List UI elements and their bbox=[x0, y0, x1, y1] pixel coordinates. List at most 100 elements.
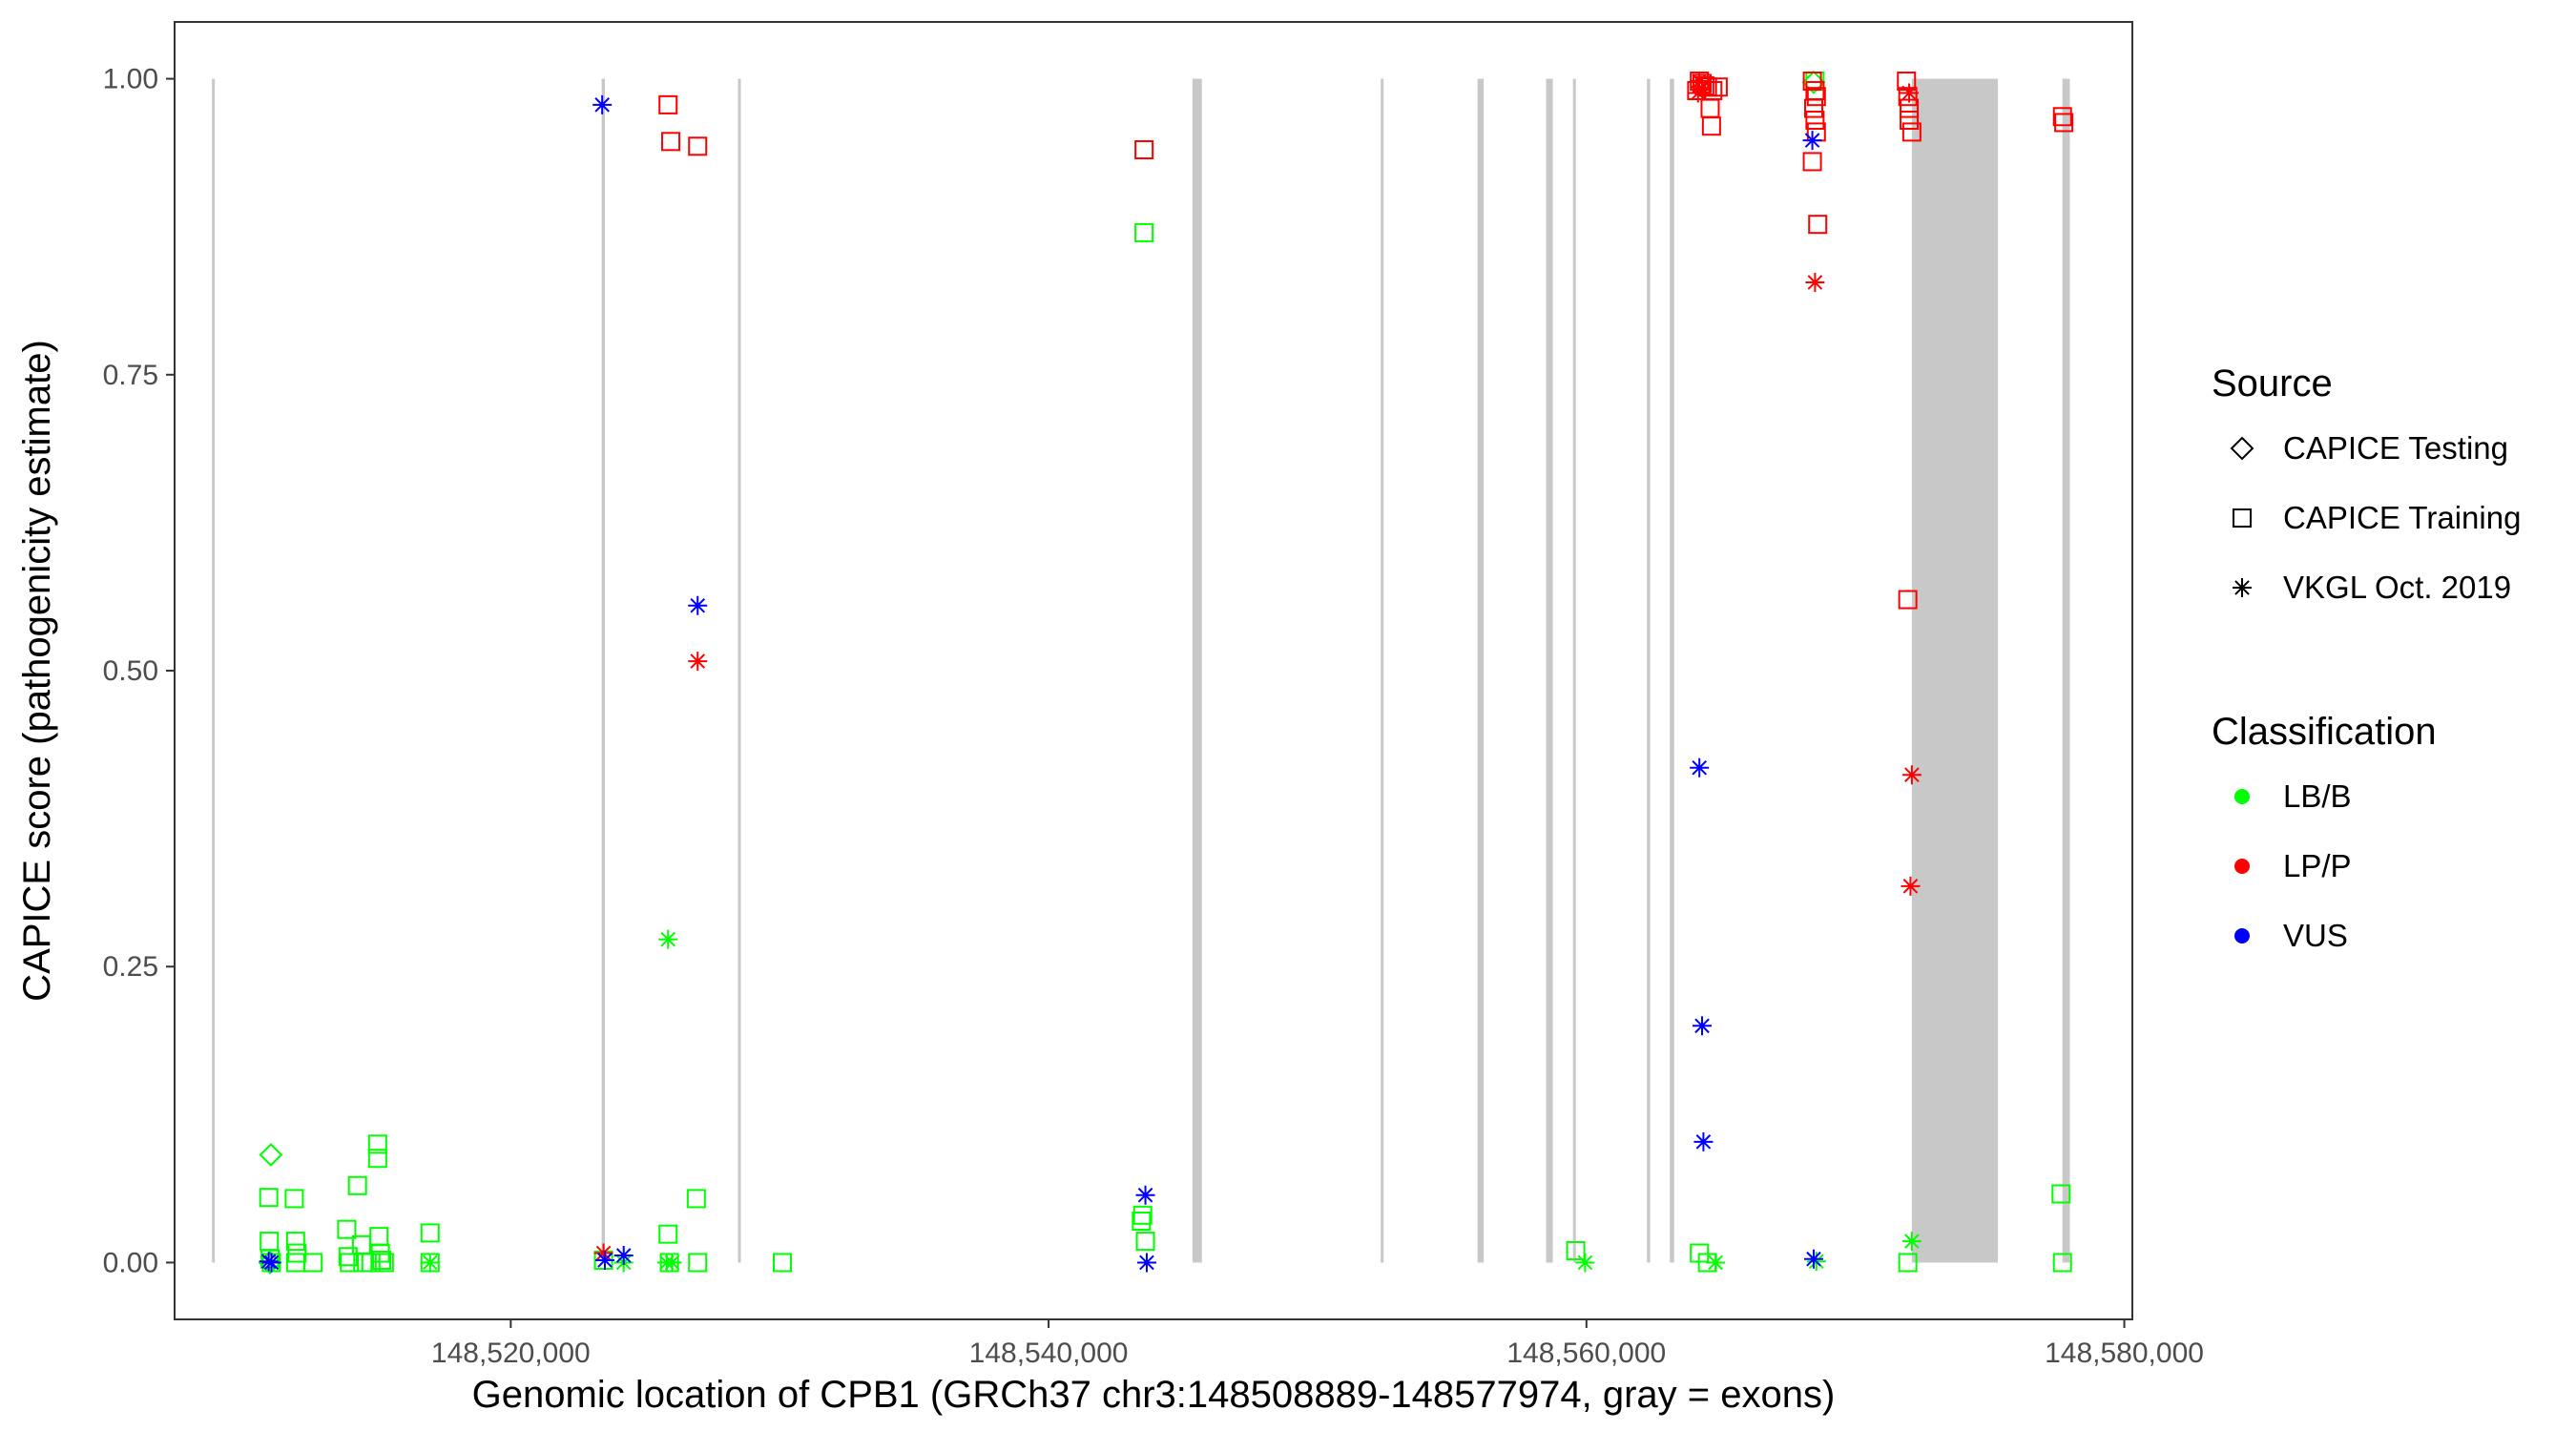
data-point-square bbox=[688, 1253, 708, 1273]
data-point-asterisk bbox=[662, 1253, 682, 1273]
legend: Source CAPICE Testing CAPICE Training VK… bbox=[2212, 363, 2521, 953]
data-point-square bbox=[1132, 1205, 1153, 1225]
data-point-square bbox=[1802, 152, 1822, 172]
legend-class-item-vus: VUS bbox=[2234, 918, 2348, 953]
data-point-asterisk bbox=[613, 1245, 634, 1265]
y-tick-label: 0.50 bbox=[103, 655, 158, 687]
data-point-square bbox=[773, 1253, 793, 1273]
exon-band bbox=[1546, 78, 1553, 1263]
exon-band bbox=[1647, 78, 1651, 1263]
data-point-asterisk bbox=[259, 1252, 279, 1272]
data-point-square bbox=[340, 1253, 360, 1273]
plot-background bbox=[175, 22, 2132, 1319]
data-point-square bbox=[658, 1224, 678, 1244]
data-point-square bbox=[1134, 222, 1154, 242]
data-point-square bbox=[1803, 98, 1823, 118]
x-tick-label: 148,580,000 bbox=[2045, 1338, 2204, 1369]
x-axis-title: Genomic location of CPB1 (GRCh37 chr3:14… bbox=[472, 1374, 1836, 1416]
data-point-square bbox=[2052, 107, 2072, 127]
data-point-square bbox=[661, 132, 681, 152]
legend-class-item-lbb: LB/B bbox=[2234, 778, 2352, 814]
legend-class-label: LB/B bbox=[2283, 778, 2352, 814]
data-point-square bbox=[2051, 1184, 2071, 1204]
data-point-square bbox=[1701, 116, 1721, 136]
data-point-asterisk bbox=[593, 1243, 613, 1263]
data-point-asterisk bbox=[658, 929, 678, 949]
legend-classification-title: Classification bbox=[2212, 711, 2437, 753]
data-point-square bbox=[1898, 1253, 1918, 1273]
data-point-asterisk bbox=[1803, 1249, 1823, 1269]
data-point-square bbox=[372, 1250, 392, 1270]
data-point-square bbox=[2054, 113, 2074, 133]
exon-bands bbox=[212, 78, 2070, 1263]
data-point-asterisk bbox=[1901, 765, 1922, 785]
data-point-asterisk bbox=[1136, 1253, 1156, 1273]
data-point-square bbox=[1806, 87, 1826, 107]
y-tick-label: 1.00 bbox=[103, 64, 158, 95]
legend-source-label: CAPICE Training bbox=[2283, 500, 2521, 535]
data-point-asterisk bbox=[1693, 1131, 1714, 1151]
x-tick-label: 148,540,000 bbox=[969, 1338, 1129, 1369]
data-point-square bbox=[1900, 110, 1920, 130]
exon-band bbox=[601, 78, 605, 1263]
red-dot-icon bbox=[2234, 859, 2250, 874]
data-point-square bbox=[337, 1219, 357, 1239]
data-point-asterisk bbox=[594, 1250, 614, 1270]
data-point-square bbox=[1805, 110, 1825, 130]
data-point-square bbox=[1134, 140, 1154, 160]
data-point-square bbox=[1898, 590, 1918, 610]
data-point-square bbox=[367, 1134, 387, 1154]
x-tick-label: 148,560,000 bbox=[1506, 1338, 1666, 1369]
data-point-asterisk bbox=[1690, 72, 1710, 92]
data-point-square bbox=[1898, 87, 1918, 107]
x-axis: 148,520,000 148,540,000 148,560,000 148,580… bbox=[431, 1319, 2204, 1369]
legend-source-item-testing: CAPICE Testing bbox=[2230, 430, 2508, 466]
blue-dot-icon bbox=[2234, 928, 2250, 944]
x-tick-label: 148,520,000 bbox=[431, 1338, 591, 1369]
data-point-asterisk bbox=[1575, 1253, 1595, 1273]
legend-class-label: VUS bbox=[2283, 918, 2348, 953]
data-point-square bbox=[338, 1247, 358, 1267]
data-point-square bbox=[303, 1253, 323, 1273]
y-tick-label: 0.25 bbox=[103, 951, 158, 983]
data-point-square bbox=[686, 1189, 706, 1209]
exon-band bbox=[1192, 78, 1202, 1263]
data-point-asterisk bbox=[688, 595, 708, 615]
exon-band bbox=[2062, 78, 2070, 1263]
exon-band bbox=[737, 78, 741, 1263]
legend-source-title: Source bbox=[2212, 363, 2333, 404]
y-axis-title: CAPICE score (pathogenicity estimate) bbox=[16, 340, 58, 1002]
exon-band bbox=[1572, 78, 1576, 1263]
data-point-asterisk bbox=[1135, 1185, 1155, 1205]
data-point-asterisk bbox=[1802, 131, 1822, 151]
data-point-square bbox=[2052, 1253, 2072, 1273]
data-points bbox=[258, 70, 2074, 1275]
data-point-square bbox=[284, 1189, 304, 1209]
data-point-asterisk bbox=[1900, 83, 1920, 103]
exon-band bbox=[1381, 78, 1384, 1263]
y-tick-label: 0.00 bbox=[103, 1247, 158, 1278]
data-point-asterisk bbox=[1693, 1016, 1713, 1036]
data-point-square bbox=[1132, 1212, 1152, 1232]
exon-band bbox=[212, 78, 216, 1263]
data-point-square bbox=[374, 1253, 394, 1273]
data-point-square bbox=[260, 1249, 280, 1269]
exon-band bbox=[1911, 78, 1999, 1263]
legend-class-label: LP/P bbox=[2283, 848, 2352, 883]
data-point-asterisk bbox=[1688, 83, 1708, 103]
legend-source-label: CAPICE Testing bbox=[2283, 430, 2508, 466]
plot-area bbox=[174, 21, 2133, 1320]
exon-band bbox=[1477, 78, 1485, 1263]
data-point-square bbox=[1135, 1232, 1155, 1252]
legend-source-label: VKGL Oct. 2019 bbox=[2283, 570, 2511, 605]
exon-band bbox=[1670, 78, 1674, 1263]
square-icon bbox=[2233, 508, 2252, 528]
data-point-asterisk bbox=[1706, 1253, 1726, 1273]
data-point-square bbox=[259, 1188, 279, 1208]
data-point-asterisk bbox=[592, 94, 613, 114]
data-point-square bbox=[1708, 77, 1728, 97]
data-point-square bbox=[1566, 1241, 1586, 1261]
data-point-asterisk bbox=[1690, 757, 1710, 778]
data-point-square bbox=[658, 94, 678, 114]
